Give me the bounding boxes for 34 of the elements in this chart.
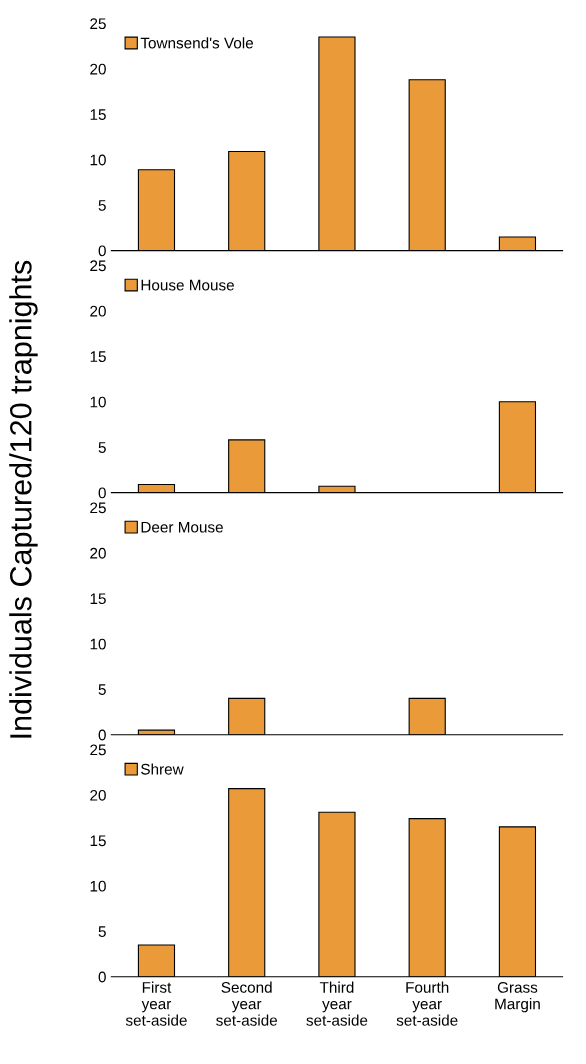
y-tick-label: 10: [90, 396, 106, 408]
legend-label: Townsend's Vole: [140, 37, 254, 49]
y-tick-label: 10: [90, 638, 106, 650]
y-tick-label: 20: [90, 789, 106, 801]
y-tick-label: 25: [90, 260, 106, 272]
y-tick-label: 5: [98, 200, 106, 211]
legend-label: Deer Mouse: [141, 521, 223, 533]
x-tick-label: First year set-aside: [125, 981, 187, 1026]
y-tick-label: 25: [90, 502, 106, 514]
y-tick-label: 15: [90, 835, 106, 847]
y-tick-label: 0: [98, 729, 106, 741]
y-tick-label: 0: [98, 487, 106, 499]
y-tick-label: 5: [98, 684, 106, 695]
x-tick-label: Grass Margin: [495, 982, 540, 1013]
y-tick-label: 15: [90, 593, 106, 605]
legend-label: House Mouse: [141, 279, 234, 291]
y-tick-label: 25: [90, 744, 106, 756]
y-tick-label: 25: [90, 18, 106, 30]
legend-label: Shrew: [141, 763, 184, 775]
y-tick-label: 5: [98, 442, 106, 453]
y-tick-label: 10: [90, 880, 106, 892]
y-tick-label: 20: [90, 305, 106, 317]
x-tick-label: Second year set-aside: [216, 981, 278, 1026]
y-axis-title: Individuals Captured/120 trapnights: [9, 260, 38, 738]
y-tick-label: 0: [98, 971, 106, 983]
y-tick-label: 10: [90, 154, 106, 166]
y-tick-label: 5: [98, 926, 106, 938]
x-tick-label: Third year set-aside: [306, 981, 368, 1026]
y-tick-label: 20: [90, 63, 106, 75]
y-tick-label: 15: [90, 109, 106, 120]
y-tick-label: 15: [90, 351, 106, 363]
y-tick-label: 0: [98, 245, 106, 257]
y-tick-label: 20: [90, 547, 106, 559]
x-tick-label: Fourth year set-aside: [396, 981, 458, 1026]
